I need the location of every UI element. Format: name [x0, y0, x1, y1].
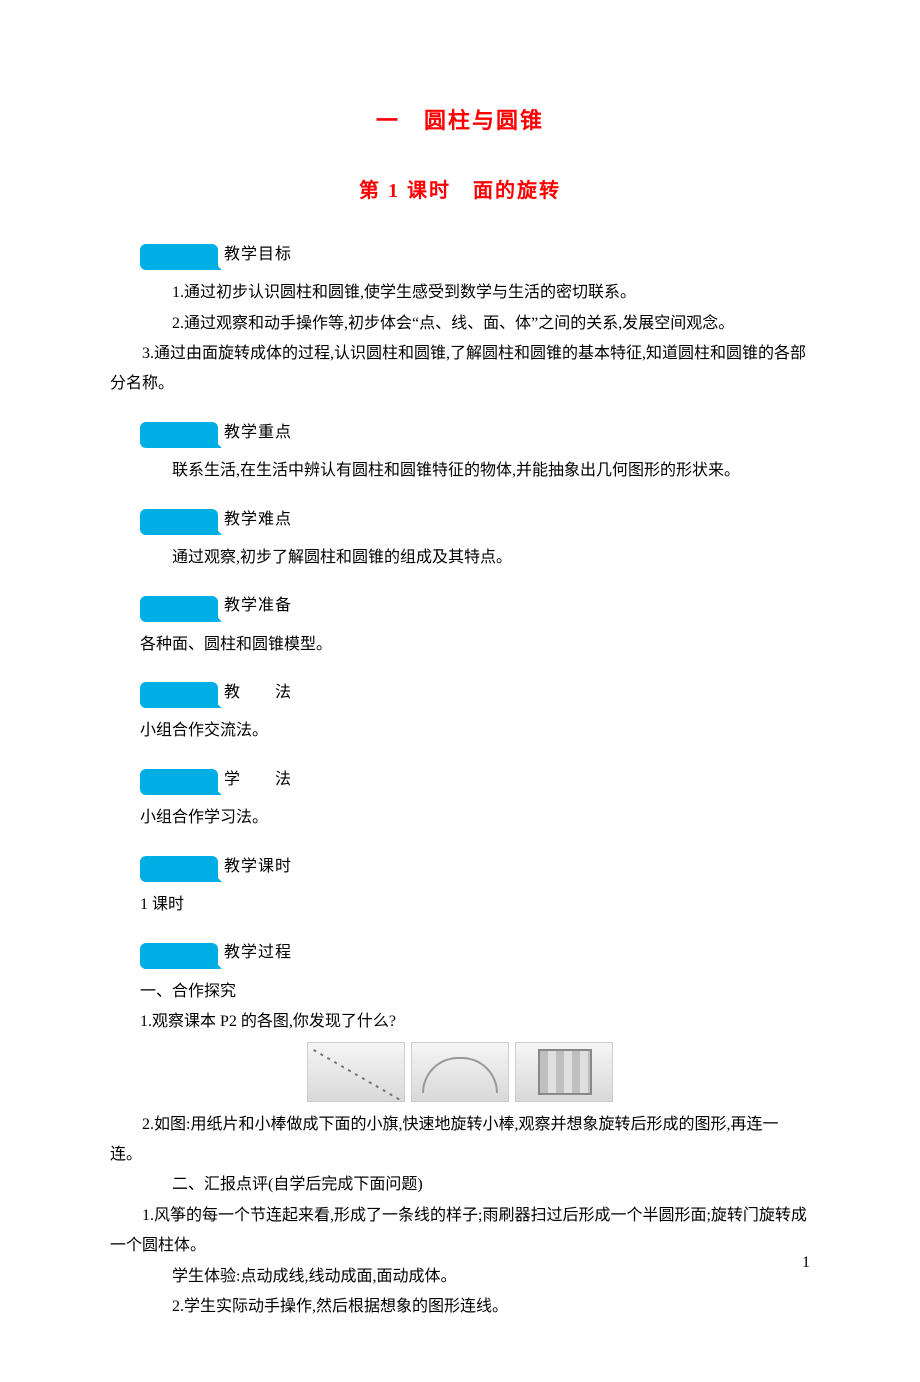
focus-text: 联系生活,在生活中辨认有圆柱和圆锥特征的物体,并能抽象出几何图形的形状来。: [140, 456, 810, 486]
section-label: 教 法: [224, 678, 292, 708]
figure-row: [110, 1042, 810, 1102]
process-text: 2.学生实际动手操作,然后根据想象的图形连线。: [140, 1292, 810, 1322]
difficulty-text: 通过观察,初步了解圆柱和圆锥的组成及其特点。: [140, 543, 810, 573]
section-header-learn-method: 学 法: [140, 765, 810, 795]
tag-icon: [140, 856, 218, 882]
figure-wiper: [411, 1042, 509, 1102]
section-header-difficulty: 教学难点: [140, 505, 810, 535]
section-label: 学 法: [224, 765, 292, 795]
goal-item: 3.通过由面旋转成体的过程,认识圆柱和圆锥,了解圆柱和圆锥的基本特征,知道圆柱和…: [110, 339, 810, 400]
process-heading: 二、汇报点评(自学后完成下面问题): [140, 1170, 810, 1200]
process-heading: 一、合作探究: [140, 977, 810, 1007]
teach-method-text: 小组合作交流法。: [140, 716, 810, 746]
figure-revolving-door: [515, 1042, 613, 1102]
tag-icon: [140, 509, 218, 535]
section-label: 教学目标: [224, 240, 292, 270]
section-label: 教学课时: [224, 852, 292, 882]
learn-method-text: 小组合作学习法。: [140, 803, 810, 833]
section-header-process: 教学过程: [140, 938, 810, 968]
section-header-focus: 教学重点: [140, 418, 810, 448]
section-label: 教学过程: [224, 938, 292, 968]
tag-icon: [140, 769, 218, 795]
process-text: 2.如图:用纸片和小棒做成下面的小旗,快速地旋转小棒,观察并想象旋转后形成的图形…: [110, 1110, 810, 1171]
section-header-goal: 教学目标: [140, 240, 810, 270]
tag-icon: [140, 596, 218, 622]
section-header-prep: 教学准备: [140, 591, 810, 621]
tag-icon: [140, 422, 218, 448]
process-text: 1.风筝的每一个节连起来看,形成了一条线的样子;雨刷器扫过后形成一个半圆形面;旋…: [110, 1201, 810, 1262]
section-label: 教学准备: [224, 591, 292, 621]
lesson-title: 第 1 课时 面的旋转: [110, 172, 810, 210]
periods-text: 1 课时: [140, 890, 810, 920]
goal-item: 2.通过观察和动手操作等,初步体会“点、线、面、体”之间的关系,发展空间观念。: [140, 309, 810, 339]
tag-icon: [140, 943, 218, 969]
chapter-title: 一 圆柱与圆锥: [110, 100, 810, 142]
section-label: 教学重点: [224, 418, 292, 448]
section-header-teach-method: 教 法: [140, 678, 810, 708]
process-text: 1.观察课本 P2 的各图,你发现了什么?: [140, 1007, 810, 1037]
prep-text: 各种面、圆柱和圆锥模型。: [140, 630, 810, 660]
tag-icon: [140, 682, 218, 708]
goal-item: 1.通过初步认识圆柱和圆锥,使学生感受到数学与生活的密切联系。: [140, 278, 810, 308]
figure-kite: [307, 1042, 405, 1102]
process-text: 学生体验:点动成线,线动成面,面动成体。: [140, 1262, 810, 1292]
tag-icon: [140, 244, 218, 270]
page-number: 1: [802, 1248, 810, 1278]
section-label: 教学难点: [224, 505, 292, 535]
section-header-periods: 教学课时: [140, 852, 810, 882]
